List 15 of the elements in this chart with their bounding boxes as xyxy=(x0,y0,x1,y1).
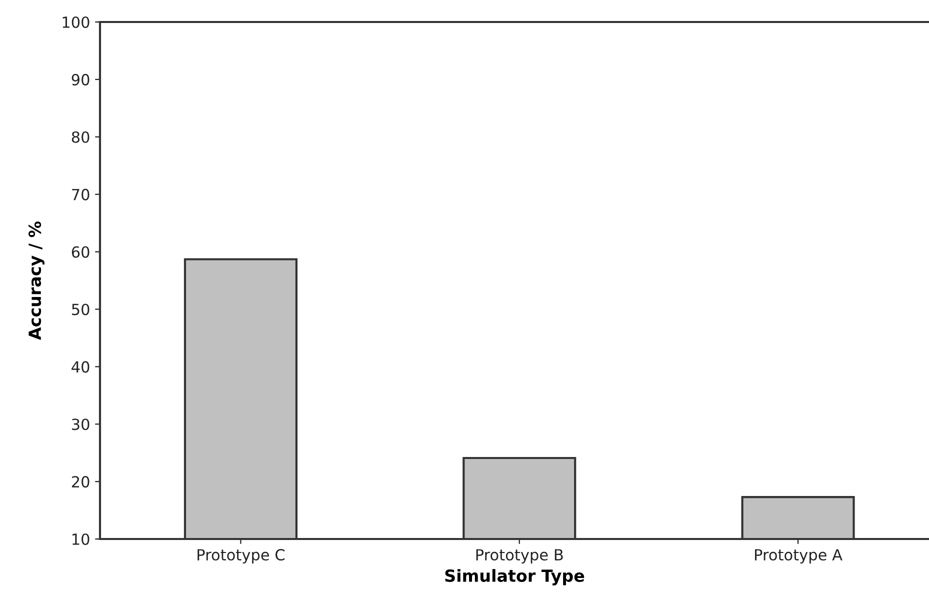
y-axis-title: Accuracy / % xyxy=(28,221,44,340)
y-tick-label: 80 xyxy=(72,131,90,143)
x-tick-label: Prototype B xyxy=(476,549,563,564)
x-tick-label: Prototype A xyxy=(755,549,842,564)
x-tick-label: Prototype C xyxy=(198,548,285,564)
x-axis-title: Simulator Type xyxy=(445,569,584,586)
y-tick-label: 10 xyxy=(72,533,90,546)
y-tick-label: 60 xyxy=(72,246,90,258)
y-tick-label: 40 xyxy=(72,361,90,373)
y-tick-label: 30 xyxy=(72,418,90,430)
y-tick-label: 20 xyxy=(72,476,90,488)
y-tick-label: 70 xyxy=(72,188,90,200)
y-tick-label: 100 xyxy=(62,16,90,28)
y-tick-label: 50 xyxy=(72,304,90,316)
y-tick-label: 90 xyxy=(72,74,90,86)
